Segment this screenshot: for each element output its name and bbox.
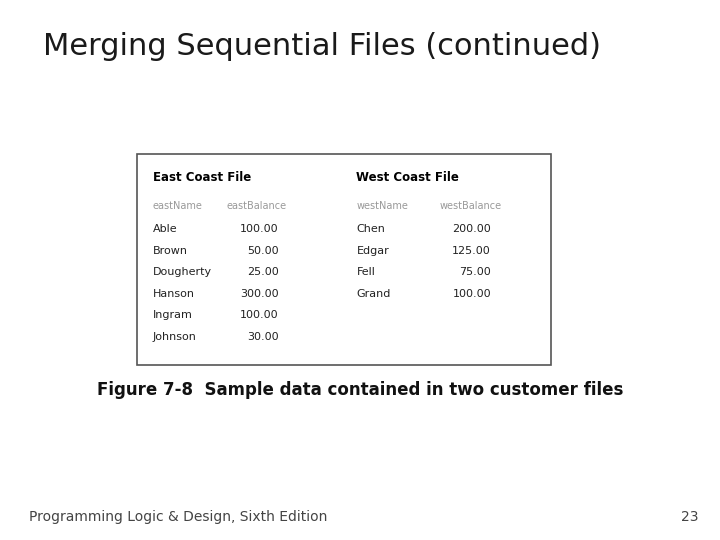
Text: 25.00: 25.00 [247, 267, 279, 278]
Text: 50.00: 50.00 [247, 246, 279, 256]
Text: Johnson: Johnson [153, 332, 197, 342]
Text: Brown: Brown [153, 246, 188, 256]
Text: westBalance: westBalance [439, 201, 501, 212]
Text: 23: 23 [681, 510, 698, 524]
Text: Merging Sequential Files (continued): Merging Sequential Files (continued) [43, 32, 601, 62]
Text: 100.00: 100.00 [452, 289, 491, 299]
Text: 100.00: 100.00 [240, 224, 279, 234]
Text: Edgar: Edgar [356, 246, 389, 256]
Text: Able: Able [153, 224, 177, 234]
Text: Ingram: Ingram [153, 310, 192, 321]
Text: Figure 7-8  Sample data contained in two customer files: Figure 7-8 Sample data contained in two … [96, 381, 624, 399]
Text: 30.00: 30.00 [247, 332, 279, 342]
Text: 200.00: 200.00 [452, 224, 491, 234]
Text: 125.00: 125.00 [452, 246, 491, 256]
Text: East Coast File: East Coast File [153, 171, 251, 184]
Text: Fell: Fell [356, 267, 375, 278]
Text: 75.00: 75.00 [459, 267, 491, 278]
Text: 300.00: 300.00 [240, 289, 279, 299]
Text: Hanson: Hanson [153, 289, 194, 299]
Text: Grand: Grand [356, 289, 391, 299]
Text: Programming Logic & Design, Sixth Edition: Programming Logic & Design, Sixth Editio… [29, 510, 327, 524]
Text: eastBalance: eastBalance [227, 201, 287, 212]
Text: eastName: eastName [153, 201, 202, 212]
Text: Dougherty: Dougherty [153, 267, 212, 278]
Text: West Coast File: West Coast File [356, 171, 459, 184]
Text: westName: westName [356, 201, 408, 212]
Text: 100.00: 100.00 [240, 310, 279, 321]
Text: Chen: Chen [356, 224, 385, 234]
